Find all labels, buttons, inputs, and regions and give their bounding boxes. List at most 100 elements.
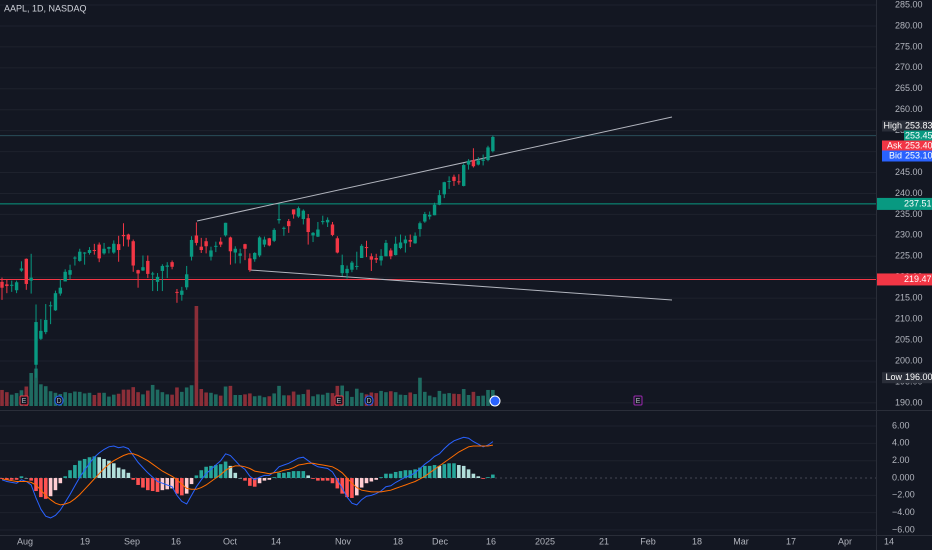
volume-bar [63, 392, 67, 406]
x-tick-label: Sep [124, 536, 140, 546]
candle-body [0, 281, 4, 288]
price-label-box [904, 372, 932, 384]
volume-bar [111, 394, 116, 406]
histogram-bar [73, 465, 77, 479]
x-tick-label: Aug [17, 536, 33, 546]
histogram-bar [286, 471, 291, 479]
event-label: D [366, 398, 371, 405]
price-label-name-box [882, 150, 904, 162]
histogram-bar [82, 458, 87, 479]
volume-bar [262, 397, 267, 406]
candle-body [44, 319, 48, 333]
x-tick-label: 14 [884, 536, 894, 546]
candle-body [87, 250, 92, 253]
histogram-bar [165, 478, 170, 490]
volume-bar [126, 389, 131, 406]
candle-body [481, 159, 485, 161]
event-label: D [56, 398, 61, 405]
candle-body [238, 253, 242, 256]
candle-body [155, 276, 160, 282]
volume-bar [146, 390, 150, 406]
candle-body [223, 222, 228, 236]
volume-bar [301, 394, 306, 406]
y-tick-label: −6.00 [892, 524, 915, 534]
histogram-bar [398, 471, 403, 479]
x-tick-label: 18 [393, 536, 403, 546]
histogram-bar [432, 465, 437, 479]
histogram-bar [155, 478, 160, 492]
volume-bar [43, 386, 48, 406]
event-marker [364, 395, 374, 406]
volume-bar [243, 394, 247, 406]
candle-body [311, 232, 315, 236]
histogram-bar [306, 475, 310, 479]
y-tick-label: 280.00 [895, 20, 923, 30]
histogram-bar [111, 463, 116, 479]
histogram-bar [354, 478, 359, 496]
histogram-bar [486, 477, 490, 479]
candle-body [359, 245, 364, 258]
price-label-name: High [883, 120, 902, 130]
histogram-bar [248, 478, 252, 486]
candle-body [364, 247, 369, 249]
volume-bar [384, 392, 388, 406]
candle-body [53, 293, 58, 311]
volume-bar [121, 389, 126, 406]
histogram-bar [471, 473, 476, 479]
volume-bar [218, 395, 223, 406]
x-tick-label: Nov [335, 536, 352, 546]
histogram-bar [316, 478, 320, 481]
histogram-bar [43, 478, 48, 499]
volume-bar [286, 395, 291, 406]
volume-bar [141, 394, 145, 406]
volume-bar [442, 393, 447, 406]
candle-body [447, 180, 451, 182]
candle-body [257, 237, 262, 256]
volume-bar [180, 391, 184, 406]
volume-bar [447, 393, 451, 406]
y-tick-label: 190.00 [895, 397, 923, 407]
histogram-bar [141, 478, 145, 488]
histogram-bar [491, 474, 495, 479]
volume-bar [359, 392, 364, 406]
candle-body [432, 204, 437, 216]
histogram-bar [131, 478, 136, 480]
histogram-bar [481, 478, 485, 479]
histogram-bar [107, 460, 111, 479]
candle-body [63, 271, 67, 282]
volume-bar [136, 392, 140, 406]
y-tick-label: −4.00 [892, 507, 915, 517]
candle-body [486, 147, 490, 161]
candle-body [10, 284, 14, 286]
price-label: 253.83 [905, 120, 932, 130]
candle-body [194, 235, 199, 243]
x-tick-label: 19 [80, 536, 90, 546]
candle-body [121, 234, 126, 237]
histogram-bar [180, 478, 184, 496]
volume-bar [277, 385, 281, 406]
candle-body [491, 136, 495, 152]
y-tick-label: 2.00 [892, 455, 910, 465]
histogram-bar [160, 478, 165, 491]
candle-body [462, 165, 466, 186]
candle-body [24, 258, 28, 284]
x-tick-label: 2025 [535, 536, 555, 546]
histogram-bar [272, 477, 276, 479]
candle-body [282, 227, 286, 229]
volume-bar [330, 393, 335, 406]
candle-body [199, 246, 203, 251]
volume-bar [398, 394, 403, 406]
y-tick-label: 245.00 [895, 167, 923, 177]
candle-body [262, 239, 267, 245]
y-tick-label: 260.00 [895, 104, 923, 114]
volume-bar [379, 390, 383, 406]
volume-bar [214, 394, 218, 406]
histogram-bar [189, 478, 194, 485]
price-label-name: Ask [887, 140, 903, 150]
candle-body [34, 322, 38, 365]
histogram-bar [379, 477, 383, 479]
candle-body [253, 252, 257, 260]
histogram-bar [14, 478, 19, 480]
candle-body [291, 209, 296, 215]
